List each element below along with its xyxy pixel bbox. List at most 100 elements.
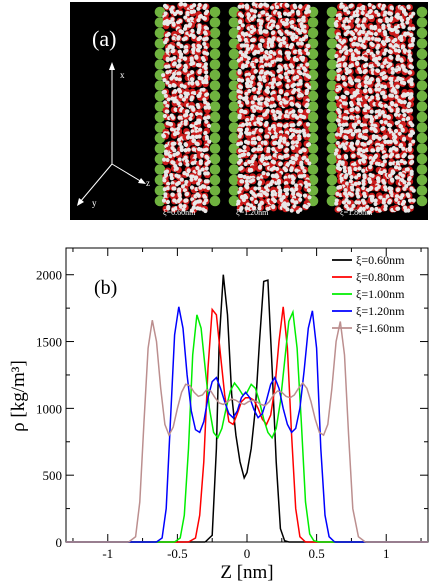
hydrogen-atom [303, 67, 308, 73]
hydrogen-atom [257, 75, 262, 80]
hydrogen-atom [342, 116, 347, 121]
hydrogen-atom [182, 203, 187, 209]
hydrogen-atom [270, 124, 275, 129]
hydrogen-atom [187, 23, 192, 28]
hydrogen-atom [282, 40, 287, 45]
hydrogen-atom [173, 88, 178, 94]
wall-atoms [326, 6, 428, 207]
hydrogen-atom [168, 122, 173, 127]
hydrogen-atom [253, 154, 258, 159]
hydrogen-atom [176, 180, 181, 186]
hydrogen-atom [349, 15, 354, 20]
hydrogen-atom [249, 196, 254, 201]
hydrogen-atom [367, 177, 372, 182]
hydrogen-atom [204, 51, 210, 56]
hydrogen-atom [377, 136, 382, 141]
hydrogen-atom [373, 201, 378, 207]
hydrogen-atom [295, 41, 301, 46]
hydrogen-atom [399, 58, 404, 63]
hydrogen-atom [290, 132, 296, 137]
hydrogen-atom [239, 206, 244, 211]
wall-atoms [228, 6, 319, 207]
hydrogen-atom [195, 192, 200, 197]
hydrogen-atom [383, 120, 388, 125]
hydrogen-atom [201, 80, 206, 85]
hydrogen-atom [177, 58, 182, 63]
hydrogen-atom [335, 140, 340, 146]
hydrogen-atom [195, 102, 200, 108]
hydrogen-atom [244, 3, 250, 8]
snapshot-caption-2: ξ=1.20nm [236, 208, 269, 217]
hydrogen-atom [344, 51, 349, 56]
hydrogen-atom [165, 21, 170, 27]
hydrogen-atom [161, 90, 166, 95]
hydrogen-atom [245, 60, 250, 65]
hydrogen-atom [337, 45, 342, 50]
hydrogen-atom [203, 105, 208, 110]
hydrogen-atom [383, 48, 388, 53]
hydrogen-atom [188, 116, 193, 122]
axis-z-arrowhead [138, 178, 146, 184]
hydrogen-atom [372, 127, 377, 132]
hydrogen-atom [162, 21, 167, 26]
hydrogen-atom [203, 11, 208, 16]
hydrogen-atom [361, 29, 366, 35]
hydrogen-atom [294, 183, 299, 188]
hydrogen-atom [255, 105, 260, 110]
hydrogen-atom [243, 161, 248, 167]
hydrogen-atom [302, 24, 307, 29]
hydrogen-atom [297, 93, 302, 98]
hydrogen-atom [334, 95, 340, 100]
hydrogen-atom [244, 99, 249, 104]
hydrogen-atom [290, 70, 295, 75]
hydrogen-atom [382, 113, 388, 118]
hydrogen-atom [386, 23, 391, 28]
hydrogen-atom [164, 37, 169, 42]
hydrogen-atom [285, 162, 291, 167]
hydrogen-atom [177, 77, 182, 82]
hydrogen-atom [170, 160, 175, 165]
hydrogen-atom [366, 30, 371, 35]
hydrogen-atom [257, 181, 262, 187]
hydrogen-atom [341, 76, 346, 81]
hydrogen-atom [353, 181, 358, 186]
hydrogen-atom [304, 90, 309, 96]
hydrogen-atom [251, 2, 256, 7]
hydrogen-atom [165, 80, 170, 85]
hydrogen-atom [343, 154, 348, 159]
hydrogen-atom [204, 74, 209, 79]
hydrogen-atom [269, 5, 275, 10]
hydrogen-atom [196, 93, 201, 99]
hydrogen-atom [258, 106, 263, 111]
hydrogen-atom [204, 92, 209, 97]
hydrogen-atom [244, 91, 249, 96]
hydrogen-atom [397, 131, 402, 136]
hydrogen-atom [381, 126, 386, 131]
hydrogen-atom [181, 207, 186, 212]
hydrogen-atom [273, 116, 278, 121]
hydrogen-atom [241, 197, 246, 203]
hydrogen-atom [380, 110, 385, 115]
hydrogen-atom [185, 191, 190, 196]
hydrogen-atom [251, 205, 257, 211]
hydrogen-atom [307, 74, 312, 80]
hydrogen-atom [339, 126, 344, 131]
hydrogen-atom [256, 116, 261, 122]
hydrogen-atom [242, 193, 248, 199]
hydrogen-atom [354, 60, 360, 66]
wall-atom [154, 80, 166, 91]
hydrogen-atom [356, 172, 362, 178]
hydrogen-atom [394, 194, 400, 199]
hydrogen-atom [397, 166, 402, 171]
hydrogen-atom [274, 5, 280, 10]
hydrogen-atom [175, 151, 180, 156]
wall-atom [416, 174, 428, 186]
hydrogen-atom [289, 64, 295, 70]
hydrogen-atom [407, 145, 412, 151]
hydrogen-atom [370, 198, 375, 203]
hydrogen-atom [273, 140, 278, 145]
hydrogen-atom [407, 49, 412, 54]
hydrogen-atom [395, 160, 400, 165]
hydrogen-atom [392, 138, 397, 143]
hydrogen-atom [287, 69, 292, 74]
